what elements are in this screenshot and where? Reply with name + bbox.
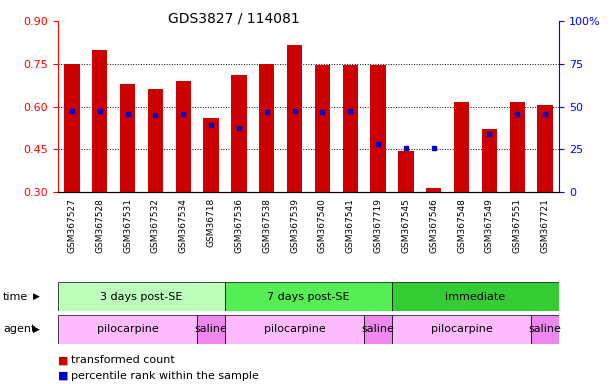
Bar xyxy=(287,45,302,192)
Text: percentile rank within the sample: percentile rank within the sample xyxy=(71,371,259,381)
Text: 7 days post-SE: 7 days post-SE xyxy=(267,291,350,302)
Text: ■: ■ xyxy=(58,371,68,381)
Text: GSM367539: GSM367539 xyxy=(290,198,299,253)
Text: GSM367528: GSM367528 xyxy=(95,198,104,253)
Text: GSM367541: GSM367541 xyxy=(346,198,355,253)
Bar xyxy=(259,64,274,192)
Text: saline: saline xyxy=(362,324,395,334)
Bar xyxy=(203,118,219,192)
Text: transformed count: transformed count xyxy=(71,355,175,365)
Text: GSM367538: GSM367538 xyxy=(262,198,271,253)
Bar xyxy=(58,282,225,311)
Bar xyxy=(58,315,197,344)
Text: GSM367546: GSM367546 xyxy=(430,198,438,253)
Text: GSM367531: GSM367531 xyxy=(123,198,132,253)
Text: GSM367719: GSM367719 xyxy=(374,198,382,253)
Bar xyxy=(426,188,442,192)
Bar xyxy=(315,65,330,192)
Text: ▶: ▶ xyxy=(33,292,40,301)
Text: GDS3827 / 114081: GDS3827 / 114081 xyxy=(167,12,299,25)
Bar xyxy=(538,105,553,192)
Text: GSM367721: GSM367721 xyxy=(541,198,550,253)
Text: GSM367527: GSM367527 xyxy=(67,198,76,253)
Text: immediate: immediate xyxy=(445,291,506,302)
Text: GSM367536: GSM367536 xyxy=(235,198,243,253)
Text: 3 days post-SE: 3 days post-SE xyxy=(100,291,183,302)
Text: pilocarpine: pilocarpine xyxy=(264,324,326,334)
Bar xyxy=(197,315,225,344)
Bar xyxy=(398,151,414,192)
Bar xyxy=(392,282,559,311)
Bar xyxy=(64,64,79,192)
Text: GSM36718: GSM36718 xyxy=(207,198,216,248)
Bar xyxy=(92,50,108,192)
Text: pilocarpine: pilocarpine xyxy=(97,324,158,334)
Text: GSM367534: GSM367534 xyxy=(179,198,188,253)
Text: ▶: ▶ xyxy=(33,325,40,334)
Text: GSM367549: GSM367549 xyxy=(485,198,494,253)
Bar xyxy=(120,84,135,192)
Text: agent: agent xyxy=(3,324,35,334)
Bar xyxy=(510,102,525,192)
Text: time: time xyxy=(3,291,28,302)
Bar xyxy=(364,315,392,344)
Bar xyxy=(343,65,358,192)
Text: ■: ■ xyxy=(58,355,68,365)
Text: GSM367548: GSM367548 xyxy=(457,198,466,253)
Bar xyxy=(392,315,531,344)
Bar xyxy=(225,315,364,344)
Bar xyxy=(148,89,163,192)
Bar xyxy=(454,102,469,192)
Text: GSM367540: GSM367540 xyxy=(318,198,327,253)
Bar xyxy=(175,81,191,192)
Bar xyxy=(232,75,247,192)
Text: GSM367532: GSM367532 xyxy=(151,198,160,253)
Text: pilocarpine: pilocarpine xyxy=(431,324,492,334)
Text: saline: saline xyxy=(529,324,562,334)
Text: GSM367545: GSM367545 xyxy=(401,198,411,253)
Bar xyxy=(225,282,392,311)
Bar xyxy=(482,129,497,192)
Bar xyxy=(370,65,386,192)
Bar xyxy=(531,315,559,344)
Text: GSM367551: GSM367551 xyxy=(513,198,522,253)
Text: saline: saline xyxy=(195,324,227,334)
